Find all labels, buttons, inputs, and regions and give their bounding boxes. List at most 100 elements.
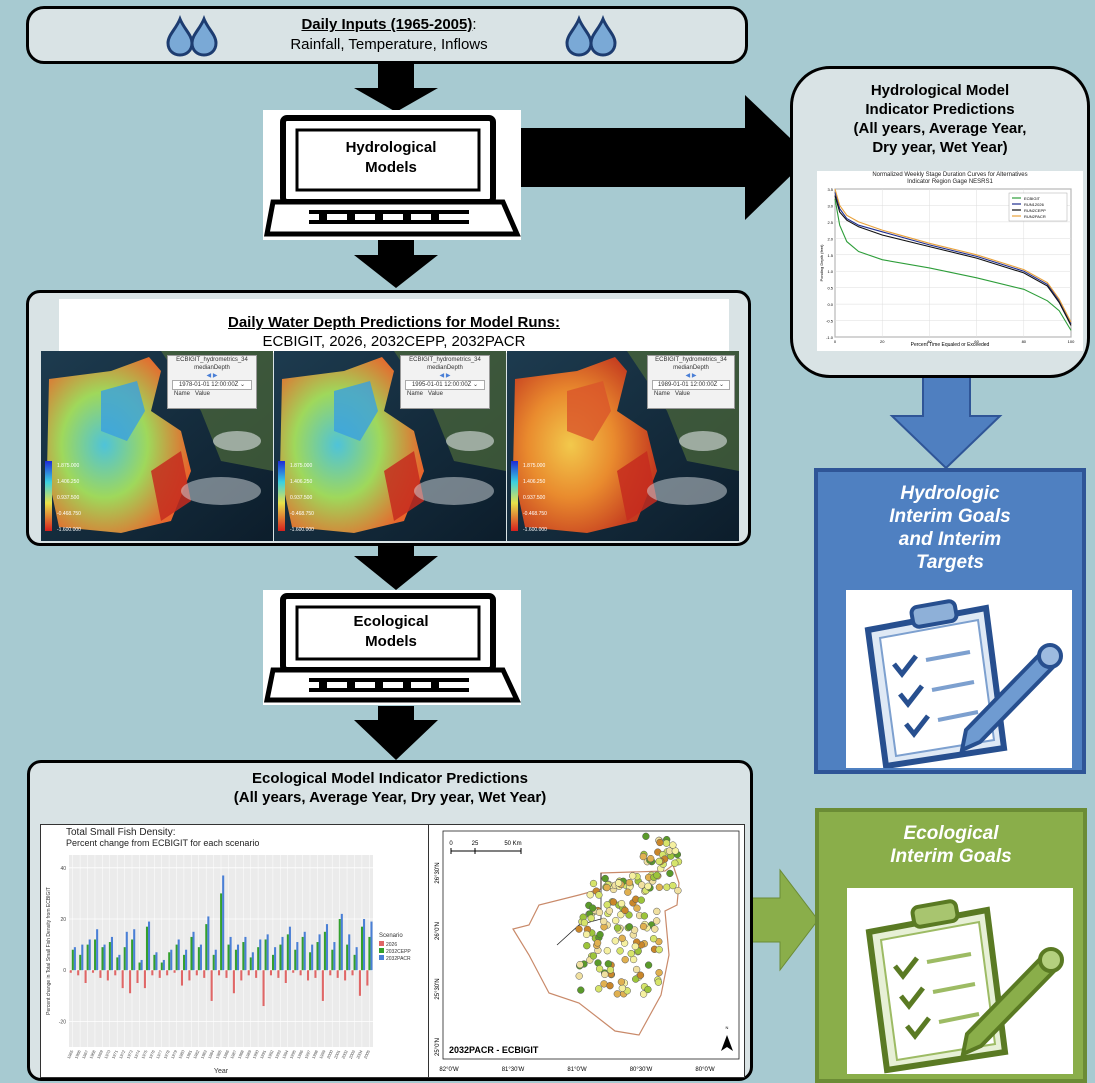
stage-duration-plot: 3.5 3.0 2.5 2.0 1.5 1.0 0.5 0.0 -0.5 -1.00 20 40 60 8… <box>819 187 1075 344</box>
site-point <box>669 881 677 890</box>
ecological-models-computer: Ecological Models <box>263 590 521 705</box>
hydro-goals-line-2: Interim Goals <box>889 506 1011 527</box>
map-nav-arrows[interactable]: ◀ ▶ <box>206 373 218 379</box>
eco-goals-line-1: Ecological <box>903 823 999 844</box>
scale-label: 0 <box>449 841 453 847</box>
x-tick-label: 1973 <box>125 1049 134 1060</box>
x-tick-label: 1998 <box>311 1049 320 1060</box>
map-nav-arrows[interactable]: ◀ ▶ <box>685 373 697 379</box>
bar-2032pacr <box>259 939 262 971</box>
bar-2032cepp <box>242 942 245 971</box>
hydro-goals-line-3: and Interim <box>898 529 1002 550</box>
bar-2032cepp <box>294 949 297 971</box>
site-point <box>606 982 614 990</box>
y-tick-label: 40 <box>60 866 66 872</box>
site-point <box>653 871 661 879</box>
site-point <box>583 942 591 950</box>
bar-2032cepp <box>272 954 275 971</box>
bar-2032pacr <box>236 944 240 971</box>
bar-2032cepp <box>138 962 141 971</box>
legend-label: RUN12026 <box>1024 202 1045 207</box>
depth-scale-label: -1.600.000 <box>57 527 81 533</box>
map-name-col: Name <box>174 391 191 397</box>
site-point <box>595 908 604 917</box>
bar-2032cepp <box>153 954 156 971</box>
bar-2032cepp <box>331 949 334 971</box>
depth-scale-label: 1.406.250 <box>57 479 80 485</box>
depth-map-strip: ECBIGIT_hydrometrics_34 medianDepth ◀ ▶ … <box>41 351 739 541</box>
x-tick-label: 2002 <box>340 1049 349 1060</box>
site-point <box>640 912 649 920</box>
bar-2026 <box>232 970 235 994</box>
x-tick-label: 1981 <box>185 1049 194 1060</box>
x-tick-label: 2000 <box>326 1049 335 1060</box>
site-point <box>655 857 663 866</box>
curve-run2cepp <box>834 195 1072 326</box>
hydro-indicator-title-4: Dry year, Wet Year) <box>872 139 1008 156</box>
x-tick-label: 1996 <box>296 1049 305 1060</box>
bar-2032cepp <box>79 954 82 971</box>
y-tick-label: 1.0 <box>827 269 833 274</box>
fish-density-chart: Total Small Fish Density: Percent change… <box>40 824 429 1078</box>
y-tick-label: 3.5 <box>827 187 833 192</box>
bar-2032cepp <box>86 944 89 971</box>
bar-2026 <box>143 970 146 989</box>
bar-2032pacr <box>266 934 269 971</box>
x-tick-label: 1971 <box>111 1049 120 1060</box>
site-map-plot: 26°30'N 26°0'N 25°30'N 25°0'N 82°0'W 81°30'W 8… <box>435 830 740 1073</box>
site-point <box>644 985 652 994</box>
bar-2026 <box>195 970 198 976</box>
site-point <box>639 852 647 861</box>
x-tick-label: 2001 <box>333 1049 342 1060</box>
site-point <box>589 904 597 912</box>
bar-2026 <box>158 970 161 978</box>
depth-scale-label: 0.937.500 <box>290 495 313 501</box>
bar-2032cepp <box>101 947 104 971</box>
legend-swatch <box>379 948 384 953</box>
site-point <box>642 832 650 840</box>
y-tick-label: -1.0 <box>826 335 834 340</box>
x-tick-label: 100 <box>1068 339 1075 344</box>
legend-swatch <box>379 941 384 946</box>
legend-swatch <box>379 955 384 960</box>
depth-scale-label: 1.875.000 <box>523 463 546 469</box>
bar-2032pacr <box>88 939 91 971</box>
map-nav-arrows[interactable]: ◀ ▶ <box>439 373 451 379</box>
arrow-right-hydro <box>500 95 810 220</box>
computer-icon <box>263 593 521 703</box>
hydrologic-goals-box: Hydrologic Interim Goals and Interim Tar… <box>814 468 1086 774</box>
site-point <box>674 886 682 895</box>
map-variable-name: medianDepth <box>427 365 463 371</box>
y-tick-label: -0.5 <box>826 319 834 324</box>
site-point <box>625 878 634 887</box>
longitude-label: 80°0'W <box>695 1067 715 1073</box>
map-date-select[interactable]: 1989-01-01 12:00:00Z ⌄ <box>652 380 730 390</box>
site-point <box>649 935 658 943</box>
site-point <box>633 904 641 912</box>
hydrological-models-computer: Hydrological Models <box>263 110 521 240</box>
bar-2026 <box>240 970 243 981</box>
site-point <box>589 952 598 960</box>
site-point <box>576 960 584 969</box>
stage-duration-chart: Normalized Weekly Stage Duration Curves … <box>817 171 1083 351</box>
bar-2032pacr <box>177 939 180 971</box>
map-date-select[interactable]: 1995-01-01 12:00:00Z ⌄ <box>405 380 485 390</box>
map-name-col: Name <box>407 391 424 397</box>
site-point <box>655 883 664 891</box>
clipboard-image-blue <box>846 590 1072 770</box>
bar-2032pacr <box>229 936 232 971</box>
site-point <box>632 975 640 983</box>
x-tick-label: 1990 <box>251 1049 260 1060</box>
scale-label: 25 <box>472 841 479 847</box>
y-axis-label: Percent change in Total Small Fish Densi… <box>46 887 52 1015</box>
depth-scale-label: -1.600.000 <box>290 527 314 533</box>
bar-2032pacr <box>118 954 121 971</box>
site-point <box>666 869 674 878</box>
site-point <box>630 926 639 934</box>
map-date-select[interactable]: 1978-01-01 12:00:00Z ⌄ <box>172 380 252 390</box>
north-label: N <box>726 1025 729 1030</box>
site-point <box>627 949 635 958</box>
curve-run12026 <box>834 192 1072 325</box>
bar-2026 <box>225 970 228 978</box>
bar-2026 <box>299 970 302 976</box>
